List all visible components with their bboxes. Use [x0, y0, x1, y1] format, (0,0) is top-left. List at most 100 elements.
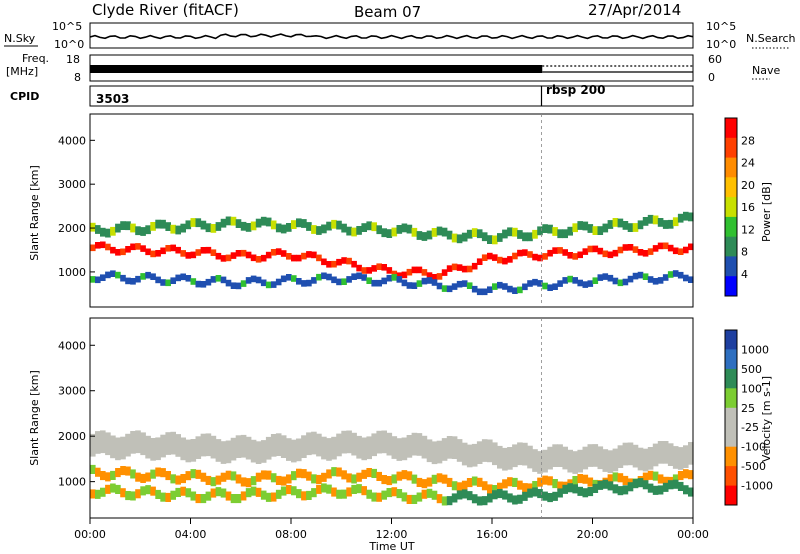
- power-cell-87: [527, 251, 533, 258]
- velocity-cell-144: [210, 477, 217, 487]
- velocity-cell-316: [471, 494, 478, 504]
- power-cell-81: [497, 256, 503, 264]
- power-colorbar-swatch-5: [725, 216, 737, 238]
- power-cell-306: [421, 277, 428, 285]
- velocity-cell-321: [497, 489, 503, 499]
- power-colorbar: 28 24 20 16 12 8 4: [724, 117, 755, 297]
- velocity-cell-328: [532, 487, 538, 497]
- power-cell-193: [456, 234, 463, 244]
- power-cell-85: [517, 249, 523, 257]
- velocity-cell-319: [487, 493, 493, 503]
- velocity-cell-313: [456, 490, 463, 500]
- velocity-xlabel: Time UT: [368, 540, 414, 553]
- velocity-cell-183: [406, 471, 413, 481]
- velocity-cell-350: [642, 480, 649, 490]
- power-cell-59: [386, 267, 393, 274]
- velocity-cell-264: [210, 488, 217, 498]
- velocity-cell-302: [401, 492, 408, 502]
- power-cell-253: [155, 276, 161, 284]
- velocity-cell-293: [356, 484, 362, 494]
- velocity-cell-281: [296, 489, 302, 499]
- power-cell-185: [416, 231, 423, 240]
- power-cell-252: [150, 273, 156, 280]
- velocity-ylabel: Slant Range [km]: [28, 370, 41, 466]
- velocity-cell-311: [446, 496, 453, 506]
- velocity-cell-85: [517, 442, 523, 466]
- velocity-cell-4: [110, 435, 116, 459]
- power-cell-54: [361, 267, 367, 274]
- power-cell-151: [245, 223, 252, 232]
- power-cell-128: [130, 223, 136, 233]
- power-cell-244: [110, 270, 116, 277]
- velocity-cell-279: [286, 485, 292, 495]
- velocity-cell-230: [642, 472, 649, 482]
- freq-label-1: Freq.: [22, 52, 49, 65]
- power-cell-262: [200, 281, 207, 288]
- power-cell-230: [642, 217, 649, 226]
- power-cell-254: [160, 279, 166, 286]
- power-cell-67: [426, 272, 433, 279]
- power-cell-56: [371, 265, 377, 272]
- velocity-cell-324: [512, 495, 518, 505]
- nsky-trace: [89, 33, 694, 40]
- power-cell-320: [492, 283, 498, 290]
- power-panel: 1000 2000 3000 4000 Slant Range [km]: [28, 113, 694, 308]
- power-cell-283: [306, 279, 312, 287]
- velocity-cell-298: [381, 490, 387, 500]
- velocity-cell-277: [275, 489, 282, 499]
- velocity-cell-198: [481, 481, 488, 491]
- velocity-cell-290: [341, 489, 347, 499]
- power-cell-273: [255, 276, 262, 284]
- power-cell-257: [175, 274, 181, 282]
- velocity-cell-250: [140, 486, 146, 496]
- velocity-cell-36: [270, 434, 277, 457]
- power-cell-170: [341, 223, 347, 233]
- power-cell-350: [642, 273, 649, 280]
- nsky-tick-high-right: 10^5: [706, 20, 736, 33]
- power-cell-110: [642, 250, 649, 257]
- velocity-cell-202: [502, 479, 508, 489]
- velocity-cell-223: [607, 474, 614, 484]
- power-cell-84: [512, 252, 518, 260]
- power-cell-179: [386, 229, 393, 238]
- power-cell-45: [316, 254, 322, 262]
- xtick-label-0: 00:00: [74, 528, 106, 541]
- velocity-cell-309: [436, 494, 443, 504]
- velocity-cell-66: [421, 435, 428, 459]
- power-cell-270: [240, 280, 247, 287]
- velocity-cell-256: [170, 490, 176, 500]
- power-cell-314: [461, 280, 468, 287]
- velocity-cell-148: [230, 471, 237, 481]
- velocity-cell-37: [275, 433, 282, 456]
- velocity-cell-78: [481, 439, 488, 462]
- velocity-cell-342: [602, 479, 609, 489]
- power-cell-100: [592, 245, 599, 253]
- velocity-cell-338: [582, 488, 589, 498]
- velocity-cell-320: [492, 490, 498, 500]
- power-cell-238: [683, 211, 689, 221]
- velocity-cell-260: [190, 491, 197, 501]
- power-cell-104: [612, 249, 619, 257]
- velocity-cell-257: [175, 487, 181, 497]
- power-cell-356: [672, 270, 679, 277]
- power-cell-1: [95, 242, 101, 249]
- power-cell-312: [451, 283, 458, 290]
- velocity-cell-33: [255, 441, 262, 464]
- power-cell-358: [683, 274, 689, 282]
- velocity-cell-216: [572, 476, 578, 486]
- velocity-cell-11: [145, 435, 151, 459]
- power-cell-18: [180, 250, 186, 257]
- nsky-panel: [89, 22, 694, 49]
- velocity-cell-16: [170, 431, 176, 455]
- power-cell-328: [532, 278, 538, 286]
- velocity-cell-162: [301, 469, 307, 479]
- velocity-cell-105: [617, 445, 624, 468]
- power-cell-207: [527, 232, 533, 242]
- velocity-cell-310: [441, 496, 448, 506]
- velocity-cell-295: [366, 489, 372, 499]
- velocity-cell-10: [140, 432, 146, 456]
- power-cell-122: [100, 227, 106, 237]
- power-cell-143: [205, 223, 212, 233]
- velocity-cell-329: [537, 489, 543, 499]
